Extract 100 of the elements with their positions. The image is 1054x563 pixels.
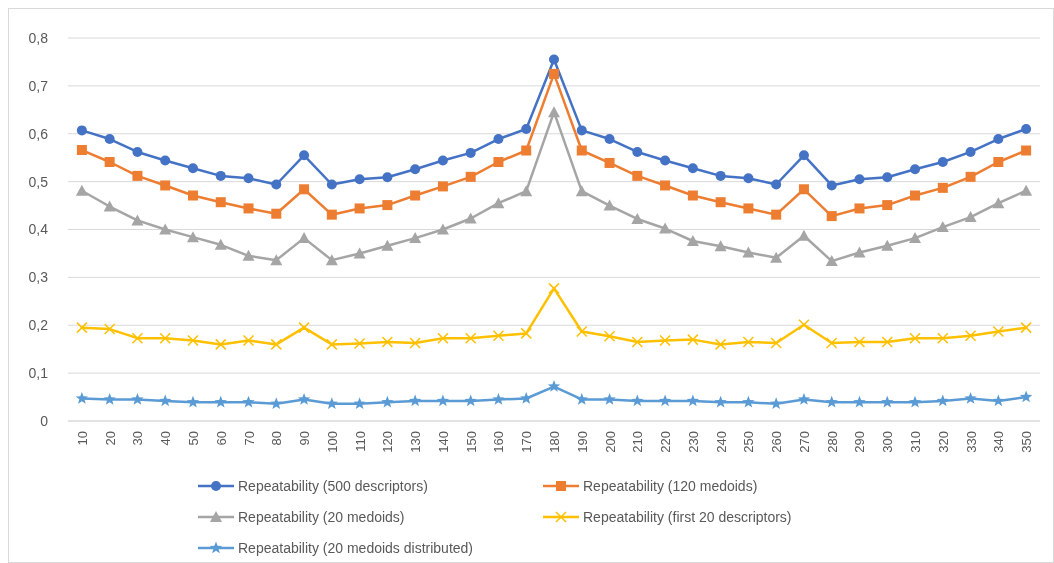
point [271, 179, 282, 190]
point [993, 157, 1004, 167]
point [936, 221, 949, 233]
x-tick-label: 130 [408, 431, 424, 453]
point [825, 337, 838, 349]
point [382, 200, 393, 211]
point [826, 211, 837, 222]
y-tick-label: 0,2 [28, 317, 49, 334]
x-tick-label: 220 [658, 431, 674, 453]
point [326, 209, 337, 220]
point [825, 255, 838, 267]
point [547, 380, 561, 392]
point [910, 164, 921, 175]
point [437, 181, 448, 192]
point [604, 157, 615, 168]
point [687, 163, 698, 174]
point [159, 332, 171, 344]
point [103, 323, 116, 335]
point [660, 180, 671, 191]
point [104, 157, 115, 167]
point [187, 334, 199, 347]
point [1020, 184, 1033, 196]
point [132, 170, 143, 181]
point [159, 394, 172, 407]
x-tick-label: 340 [991, 431, 1007, 453]
y-tick-label: 0,1 [28, 365, 49, 382]
y-tick-label: 0,5 [28, 173, 49, 190]
point [131, 392, 144, 405]
point [160, 155, 171, 166]
point [908, 395, 922, 408]
point [76, 321, 88, 334]
legend-label: Repeatability (20 medoids) [238, 508, 405, 525]
point [299, 150, 310, 161]
point [271, 208, 282, 219]
point [771, 209, 782, 220]
point [743, 173, 754, 184]
point [631, 394, 644, 407]
point [658, 394, 672, 407]
point [881, 336, 894, 348]
x-tick-label: 250 [741, 431, 757, 453]
x-tick-label: 230 [685, 431, 701, 453]
point [798, 184, 809, 195]
point [75, 392, 89, 404]
point [854, 174, 865, 185]
point [353, 247, 366, 259]
point [131, 214, 144, 226]
point [910, 190, 921, 201]
point [381, 395, 394, 408]
x-tick-label: 320 [935, 431, 951, 453]
point [714, 338, 727, 351]
x-tick-label: 280 [824, 431, 840, 453]
point [687, 333, 699, 346]
x-tick-label: 190 [574, 431, 590, 453]
point [243, 203, 254, 214]
point [215, 170, 226, 181]
point [520, 327, 532, 340]
point [714, 240, 727, 252]
point [1020, 321, 1032, 334]
point [660, 155, 671, 166]
point [686, 234, 699, 246]
point [492, 392, 505, 405]
point [937, 157, 948, 167]
x-tick-label: 30 [130, 431, 146, 446]
point [881, 395, 894, 408]
x-tick-label: 40 [158, 431, 174, 446]
point [464, 394, 477, 407]
point [742, 246, 755, 258]
point [603, 330, 616, 343]
point [103, 392, 116, 405]
point [853, 395, 866, 408]
x-tick-label: 180 [547, 431, 562, 453]
point [854, 203, 865, 214]
point [187, 163, 198, 174]
point [409, 232, 422, 244]
point [826, 180, 837, 191]
point [715, 197, 726, 208]
point [521, 145, 532, 156]
point [548, 106, 560, 118]
point [103, 200, 116, 212]
point [742, 395, 755, 408]
point [326, 338, 338, 351]
point [437, 332, 449, 344]
point [965, 146, 976, 157]
point [492, 330, 505, 342]
point [992, 197, 1005, 209]
point [409, 337, 421, 349]
point [1019, 390, 1033, 403]
point [354, 203, 365, 214]
point [242, 249, 255, 261]
point [1021, 123, 1032, 134]
point [769, 397, 783, 410]
y-tick-label: 0,8 [28, 29, 49, 46]
point [464, 332, 477, 344]
point [298, 321, 310, 334]
point [159, 223, 172, 235]
x-tick-label: 170 [519, 431, 535, 453]
point [381, 239, 394, 251]
point [132, 146, 143, 157]
point [964, 392, 977, 404]
point [242, 395, 255, 408]
